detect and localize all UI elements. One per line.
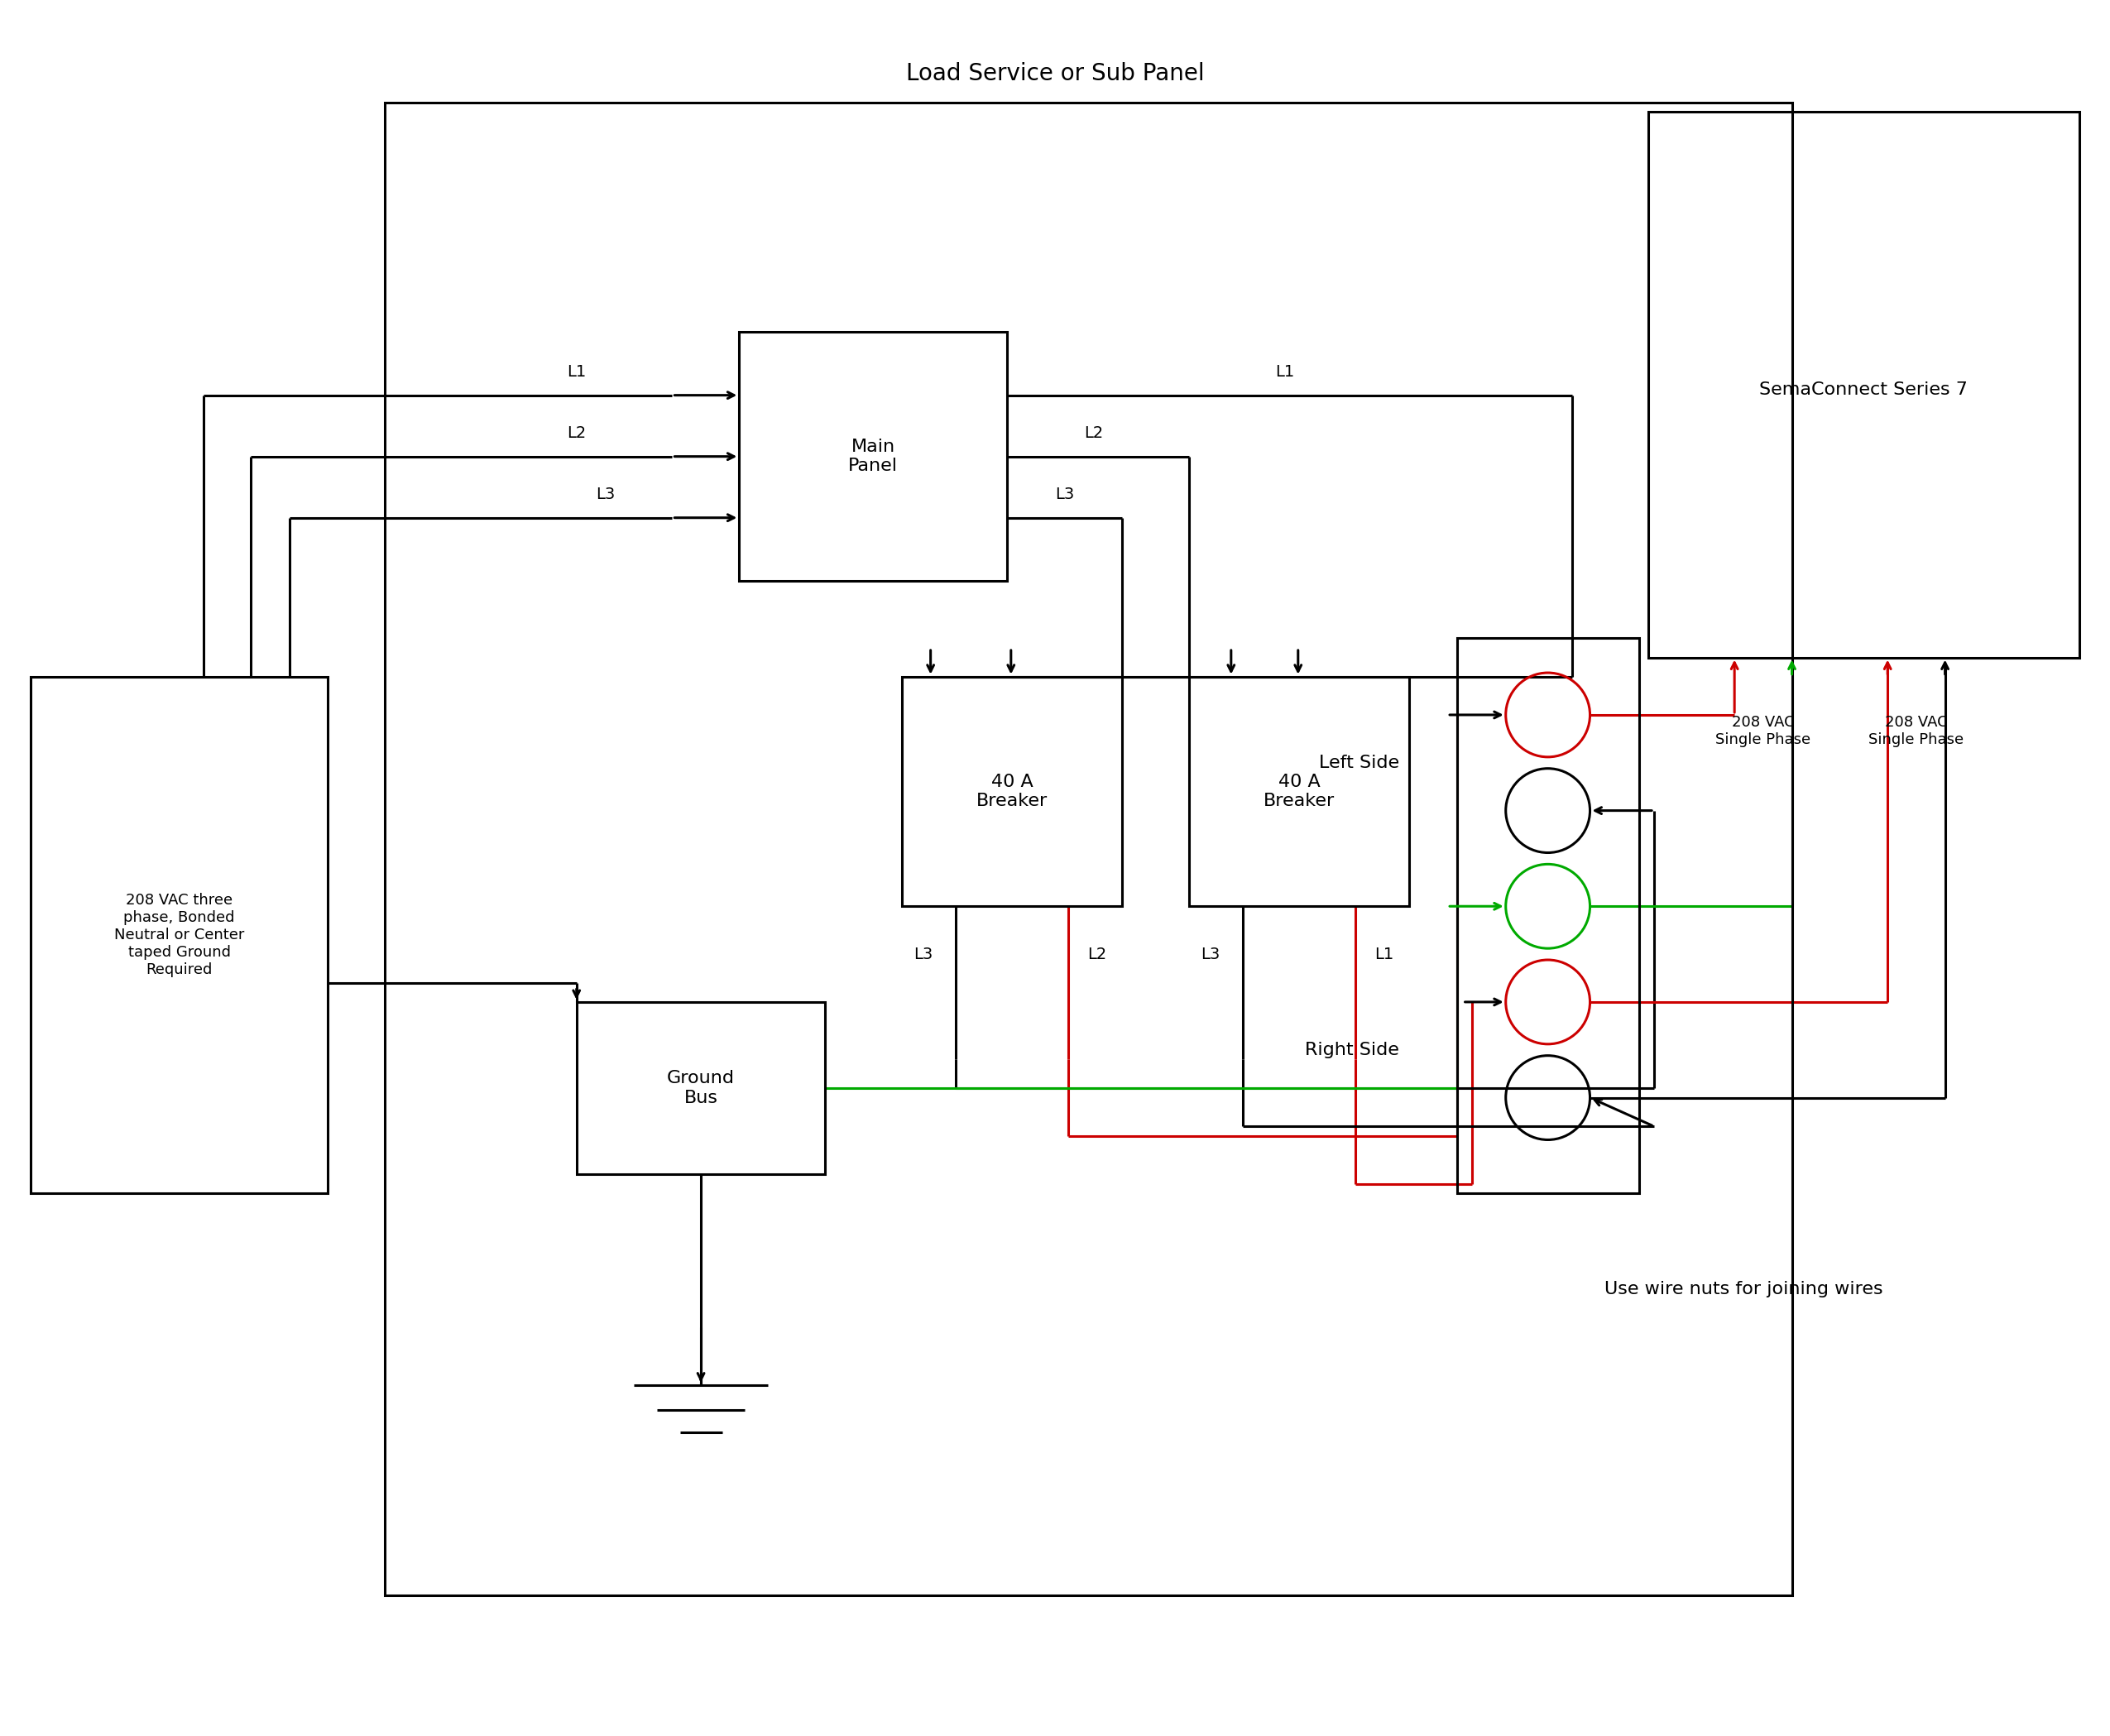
Text: 208 VAC
Single Phase: 208 VAC Single Phase (1715, 715, 1810, 746)
Text: Ground
Bus: Ground Bus (667, 1069, 734, 1106)
Text: L1: L1 (1274, 365, 1293, 380)
Bar (386, 102, 1791, 1595)
Bar (1456, 639, 1639, 1193)
Bar (1648, 111, 2078, 658)
Bar (901, 677, 1123, 906)
Text: Use wire nuts for joining wires: Use wire nuts for joining wires (1606, 1281, 1884, 1297)
Text: Left Side: Left Side (1319, 755, 1399, 771)
Text: 40 A
Breaker: 40 A Breaker (1264, 774, 1336, 809)
Text: 208 VAC
Single Phase: 208 VAC Single Phase (1869, 715, 1964, 746)
Text: L3: L3 (595, 486, 614, 503)
Text: L3: L3 (1055, 486, 1074, 503)
Text: L3: L3 (914, 946, 933, 962)
Text: L2: L2 (1085, 425, 1104, 441)
Text: L2: L2 (1087, 946, 1108, 962)
Bar (576, 1002, 825, 1174)
Text: L3: L3 (1201, 946, 1220, 962)
Text: SemaConnect Series 7: SemaConnect Series 7 (1760, 382, 1969, 398)
Bar (1188, 677, 1409, 906)
Text: Right Side: Right Side (1306, 1042, 1399, 1059)
Bar (738, 332, 1006, 582)
Text: L1: L1 (568, 365, 587, 380)
Bar (32, 677, 327, 1193)
Text: L2: L2 (568, 425, 587, 441)
Text: 40 A
Breaker: 40 A Breaker (977, 774, 1049, 809)
Text: 208 VAC three
phase, Bonded
Neutral or Center
taped Ground
Required: 208 VAC three phase, Bonded Neutral or C… (114, 892, 245, 977)
Text: Main
Panel: Main Panel (848, 439, 899, 474)
Text: Load Service or Sub Panel: Load Service or Sub Panel (905, 62, 1205, 85)
Text: L1: L1 (1374, 946, 1395, 962)
